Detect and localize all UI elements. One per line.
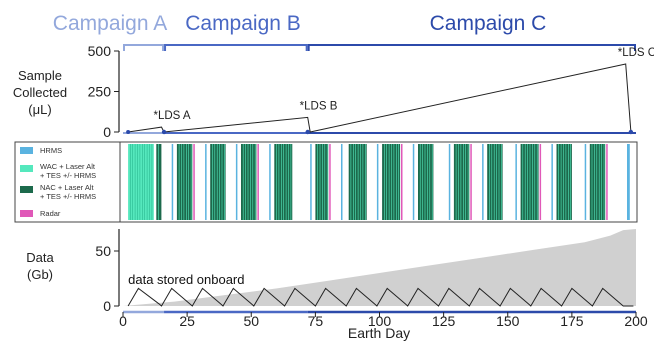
timeline-segment <box>128 144 154 220</box>
x-tick-label: 75 <box>308 313 324 329</box>
timeline-segment <box>470 144 472 220</box>
timeline-segment <box>520 144 539 220</box>
sample-collected-line <box>128 63 632 133</box>
timeline-segment <box>376 144 379 220</box>
p1-y-tick-label: 500 <box>88 43 112 59</box>
timeline-segment <box>515 144 517 220</box>
timeline-segment <box>269 144 271 220</box>
legend-label-3: NAC + Laser Alt <box>40 183 94 192</box>
data-volume-axes: 0 50 <box>95 229 120 314</box>
x-tick-label: 175 <box>560 313 584 329</box>
x-tick-label: 25 <box>179 313 195 329</box>
p1-y-tick-label: 250 <box>88 84 112 100</box>
campaign-bracket-2 <box>164 44 308 51</box>
sample-collected-plot: *LDS A *LDS B *LDS C <box>126 47 654 135</box>
lds-marker <box>628 129 634 135</box>
timeline-segment <box>329 144 331 220</box>
p3-y-tick-label: 50 <box>95 243 111 259</box>
timeline-segment <box>193 144 195 220</box>
legend-swatch-4 <box>20 210 33 217</box>
legend-label-1: HRMS <box>40 146 62 155</box>
instrument-timeline-frame <box>14 141 638 223</box>
timeline-segment <box>205 144 207 220</box>
campaign-bracket-1 <box>123 44 165 51</box>
x-tick-label: 200 <box>624 313 648 329</box>
lds-annotation-3: *LDS C <box>618 47 654 59</box>
legend-swatch-1 <box>20 147 33 154</box>
p3-y-tick-label: 0 <box>103 298 111 314</box>
timeline-segment <box>401 144 403 220</box>
campaign-b-label: Campaign B <box>185 12 301 35</box>
data-stored-onboard-line <box>127 287 634 307</box>
timeline-segment <box>348 144 367 220</box>
legend-label-2: WAC + Laser Alt <box>40 162 96 171</box>
timeline-segment <box>156 144 162 220</box>
legend-label-4: Radar <box>40 209 61 218</box>
p1-y-tick-label: 0 <box>103 124 111 140</box>
lds-annotation-1: *LDS A <box>153 110 190 122</box>
data-stored-onboard-label: data stored onboard <box>128 272 244 287</box>
data-ylabel-line-2: (Gb) <box>27 267 53 282</box>
timeline-segment <box>584 144 587 220</box>
x-tick-label: 150 <box>496 313 520 329</box>
timeline-segment <box>310 144 312 220</box>
legend-swatch-2 <box>20 165 33 172</box>
timeline-segment <box>341 144 343 220</box>
instrument-timeline-bars <box>128 144 630 220</box>
earth-day-axis: 0 25 50 75 100 125 150 175 200 <box>119 310 648 329</box>
timeline-segment <box>257 144 259 220</box>
legend-label-3: + TES +/- HRMS <box>40 192 96 201</box>
timeline-segment <box>382 144 401 220</box>
lds-marker <box>161 129 167 135</box>
legend-label-2: + TES +/- HRMS <box>40 171 96 180</box>
timeline-segment <box>274 144 293 220</box>
start-marker <box>126 130 131 134</box>
data-ylabel-line-1: Data <box>26 250 54 265</box>
timeline-border <box>14 141 638 223</box>
timeline-segment <box>235 144 238 220</box>
lds-annotation-2: *LDS B <box>300 100 338 112</box>
sample-collected-ylabel-line-3: (μL) <box>28 102 51 117</box>
campaign-bracket-3 <box>307 44 636 51</box>
campaign-c-label: Campaign C <box>430 12 547 35</box>
data-returned-area <box>123 229 636 306</box>
lds-marker <box>305 129 310 135</box>
x-tick-label: 100 <box>368 313 392 329</box>
timeline-segment <box>412 144 415 220</box>
timeline-segment <box>606 144 608 220</box>
data-volume-plot: data returned data stored onboard <box>123 227 636 307</box>
campaign-a-label: Campaign A <box>53 12 167 35</box>
x-tick-label: 50 <box>243 313 259 329</box>
sample-collected-ylabel-line-2: Collected <box>13 85 67 100</box>
x-tick-label: 125 <box>432 313 456 329</box>
legend-swatch-3 <box>20 186 33 193</box>
x-tick-label: 0 <box>119 313 127 329</box>
timeline-segment <box>551 144 553 220</box>
x-axis-label: Earth Day <box>348 325 410 341</box>
timeline-segment <box>482 144 484 220</box>
data-returned-label: data returned <box>482 227 559 242</box>
sample-collected-ylabel-line-1: Sample <box>18 68 62 83</box>
timeline-segment <box>448 144 451 220</box>
timeline-segment <box>171 144 174 220</box>
timeline-segment <box>539 144 542 220</box>
sample-collected-axes: 0 250 500 <box>88 43 636 140</box>
campaign-brackets <box>123 44 636 51</box>
timeline-segment <box>627 144 630 220</box>
